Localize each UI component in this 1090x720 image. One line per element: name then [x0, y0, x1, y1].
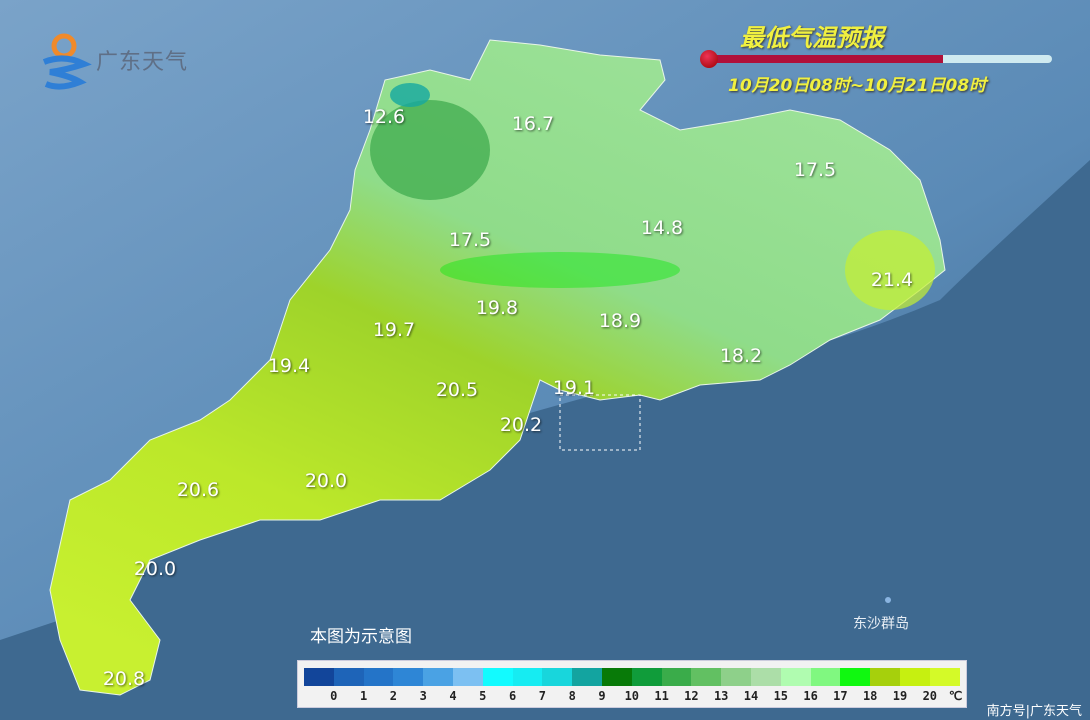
legend-swatch [751, 668, 781, 686]
legend-swatch [542, 668, 573, 686]
legend-label: 15 [773, 689, 789, 703]
station-value: 20.0 [133, 558, 177, 580]
legend-label: 6 [508, 689, 517, 703]
legend-label: 17 [833, 689, 848, 703]
legend-swatch [453, 668, 483, 686]
legend-label: 13 [713, 689, 729, 703]
legend-swatch [840, 668, 871, 686]
station-value: 12.6 [362, 106, 406, 128]
hongkong-macau-box [559, 394, 641, 451]
station-value: 16.7 [511, 113, 555, 135]
legend-label: 20 [922, 689, 938, 703]
logo-text: 广东天气 [96, 50, 189, 75]
legend-swatch [393, 668, 424, 686]
legend-label: 14 [743, 689, 759, 703]
station-value: 19.7 [372, 319, 416, 341]
legend-swatch [512, 668, 543, 686]
legend-label: 9 [598, 689, 606, 703]
legend-unit: ℃ [948, 689, 963, 703]
thermometer-icon [700, 50, 1055, 68]
station-value: 19.8 [475, 297, 519, 319]
forecast-period: 10月20日08时~10月21日08时 [728, 76, 987, 96]
legend-label: 11 [654, 689, 669, 703]
schematic-note: 本图为示意图 [310, 627, 412, 647]
legend-label: 16 [803, 689, 818, 703]
legend-label: 19 [892, 689, 908, 703]
legend-swatch [363, 668, 394, 686]
legend-swatch [631, 668, 662, 686]
color-legend: 0 1 2 3 4 5 6 7 8 9 10 11 12 13 14 15 16 17 18 19 20 ℃ [297, 660, 967, 708]
east-warm-zone [845, 230, 935, 310]
legend-swatch [572, 668, 602, 686]
station-value: 18.2 [719, 345, 763, 367]
map-title: 最低气温预报 [740, 24, 884, 52]
legend-swatch [780, 668, 811, 686]
station-value: 20.5 [435, 379, 479, 401]
legend-swatch [333, 668, 364, 686]
station-value: 19.1 [552, 377, 596, 399]
guangdong-weather-logo: 广东天气 [36, 26, 196, 96]
legend-label: 10 [624, 689, 640, 703]
legend-swatch [721, 668, 751, 686]
guangdong-province [49, 39, 946, 696]
legend-swatch [810, 668, 841, 686]
legend-label: 8 [568, 689, 576, 703]
station-value: 17.5 [448, 229, 492, 251]
station-value: 21.4 [870, 269, 914, 291]
legend-swatch [661, 668, 692, 686]
legend-label: 3 [419, 689, 427, 703]
station-value: 20.0 [304, 470, 348, 492]
dongsha-island [885, 597, 891, 603]
legend-swatch [929, 668, 960, 686]
legend-swatch [691, 668, 722, 686]
legend-label: 7 [538, 689, 547, 703]
legend-label: 1 [359, 689, 368, 703]
credit-text: 南方号|广东天气 [986, 704, 1082, 719]
coldest-zone [390, 83, 430, 107]
legend-swatch [900, 668, 930, 686]
station-value: 18.9 [598, 310, 642, 332]
legend-swatch [482, 668, 513, 686]
legend-label: 5 [479, 689, 487, 703]
legend-label: 18 [862, 689, 878, 703]
warm-band [440, 252, 680, 288]
station-value: 14.8 [640, 217, 684, 239]
legend-swatch [423, 668, 453, 686]
station-value: 19.4 [267, 355, 311, 377]
legend-swatch [602, 668, 632, 686]
legend-label: 0 [330, 689, 338, 703]
legend-label: 2 [389, 689, 398, 703]
legend-swatch [870, 668, 900, 686]
legend-label: 4 [449, 689, 457, 703]
station-value: 20.2 [499, 414, 543, 436]
island-label: 东沙群岛 [853, 616, 909, 632]
legend-swatch [304, 668, 334, 686]
legend-label: 12 [684, 689, 699, 703]
station-value: 17.5 [793, 159, 837, 181]
station-value: 20.6 [176, 479, 220, 501]
cold-zone [370, 100, 490, 200]
sun-wave-logo-icon [42, 33, 92, 90]
station-value: 20.8 [102, 668, 146, 690]
